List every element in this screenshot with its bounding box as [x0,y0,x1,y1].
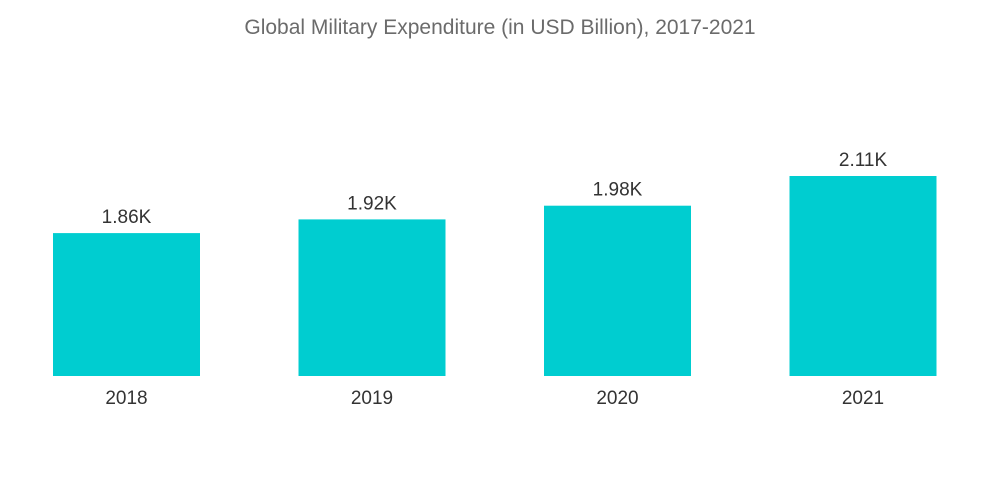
x-tick-2019: 2019 [351,388,393,409]
bar-2020 [544,205,691,376]
x-tick-2021: 2021 [842,388,884,409]
data-label-2021: 2.11K [839,150,888,171]
bar-2021 [789,176,937,376]
data-label-2018: 1.86K [102,207,152,228]
data-labels-layer: 1.86K 1.92K 1.98K 2.11K [102,150,888,228]
bar-2019 [298,219,446,376]
bars-layer [53,176,937,376]
bar-2018 [53,233,200,376]
x-axis-ticks-layer: 2018 2019 2020 2021 [105,388,884,409]
chart-title: Global Military Expenditure (in USD Bill… [244,16,756,39]
data-label-2020: 1.98K [593,180,643,201]
data-label-2019: 1.92K [347,193,397,214]
x-tick-2020: 2020 [596,388,638,409]
x-tick-2018: 2018 [105,388,147,409]
